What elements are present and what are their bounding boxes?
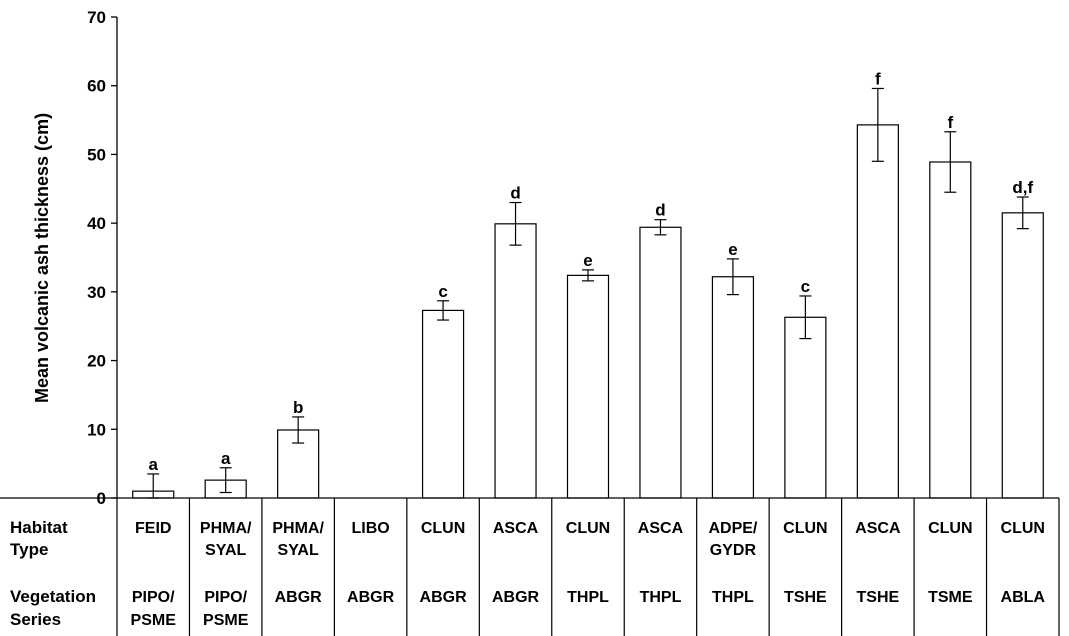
y-tick-label: 10 [87,420,106,439]
habitat-header-line-1: Habitat [10,518,68,537]
y-tick-label: 20 [87,352,106,371]
habitat-type-label: PHMA/ [200,520,252,537]
y-tick-label: 60 [87,77,106,96]
habitat-type-label: SYAL [205,542,246,559]
habitat-type-label: GYDR [710,542,757,559]
y-tick-label: 30 [87,283,106,302]
vegetation-series-label: TSHE [784,589,827,606]
vegetation-series-header: Vegetation Series [10,587,96,629]
significance-label: f [875,69,881,88]
habitat-type-label: CLUN [1001,520,1045,537]
habitat-type-label: SYAL [278,542,319,559]
significance-label: d [510,184,520,203]
significance-label: b [293,398,303,417]
vegetation-header-line-2: Series [10,610,61,629]
y-axis-label: Mean volcanic ash thickness (cm) [32,113,52,403]
vegetation-series-label: THPL [567,589,609,606]
habitat-type-label: PHMA/ [272,520,324,537]
habitat-type-label: CLUN [928,520,972,537]
bar [421,309,465,499]
significance-label: c [801,277,810,296]
vegetation-series-label: ABGR [420,589,468,606]
habitat-type-label: ASCA [855,520,901,537]
habitat-type-label: ASCA [638,520,684,537]
vegetation-series-label: ABLA [1001,589,1046,606]
significance-label: c [438,282,447,301]
significance-label: a [221,449,231,468]
significance-label: d [655,201,665,220]
significance-label: f [947,113,953,132]
habitat-type-label: LIBO [352,520,390,537]
bar [711,276,755,499]
vegetation-series-label: THPL [712,589,754,606]
category-table: Habitat Type Vegetation Series FEID PIPO/… [0,497,1060,636]
significance-label: e [583,251,592,270]
habitat-type-label: ADPE/ [708,520,757,537]
vegetation-series-label: TSHE [857,589,900,606]
y-tick-label: 70 [87,8,106,27]
vegetation-series-label: PIPO/ [204,589,247,606]
y-tick-label: 40 [87,214,106,233]
vegetation-header-line-1: Vegetation [10,587,96,606]
habitat-header-line-2: Type [10,540,48,559]
habitat-type-label: FEID [135,520,171,537]
bar [566,274,610,499]
significance-label: d,f [1012,178,1033,197]
vegetation-series-label: PSME [203,612,249,629]
vegetation-series-label: ABGR [492,589,540,606]
significance-label: a [148,455,158,474]
bar [929,161,972,499]
habitat-type-label: CLUN [566,520,610,537]
vegetation-series-label: PIPO/ [132,589,175,606]
vegetation-series-label: TSME [928,589,973,606]
bar [856,124,899,499]
habitat-type-label: CLUN [783,520,827,537]
habitat-type-header: Habitat Type [10,518,68,559]
vegetation-series-label: ABGR [275,589,323,606]
habitat-type-label: CLUN [421,520,465,537]
bar [639,226,682,499]
bar [494,223,537,499]
vegetation-series-label: THPL [640,589,682,606]
y-tick-label: 50 [87,145,106,164]
significance-label: e [728,240,737,259]
vegetation-series-label: PSME [131,612,177,629]
vegetation-series-label: ABGR [347,589,395,606]
habitat-type-label: ASCA [493,520,539,537]
bar [784,316,827,499]
bars: a a b c d e d e c f f d,f [132,69,1044,499]
bar [1001,212,1044,499]
